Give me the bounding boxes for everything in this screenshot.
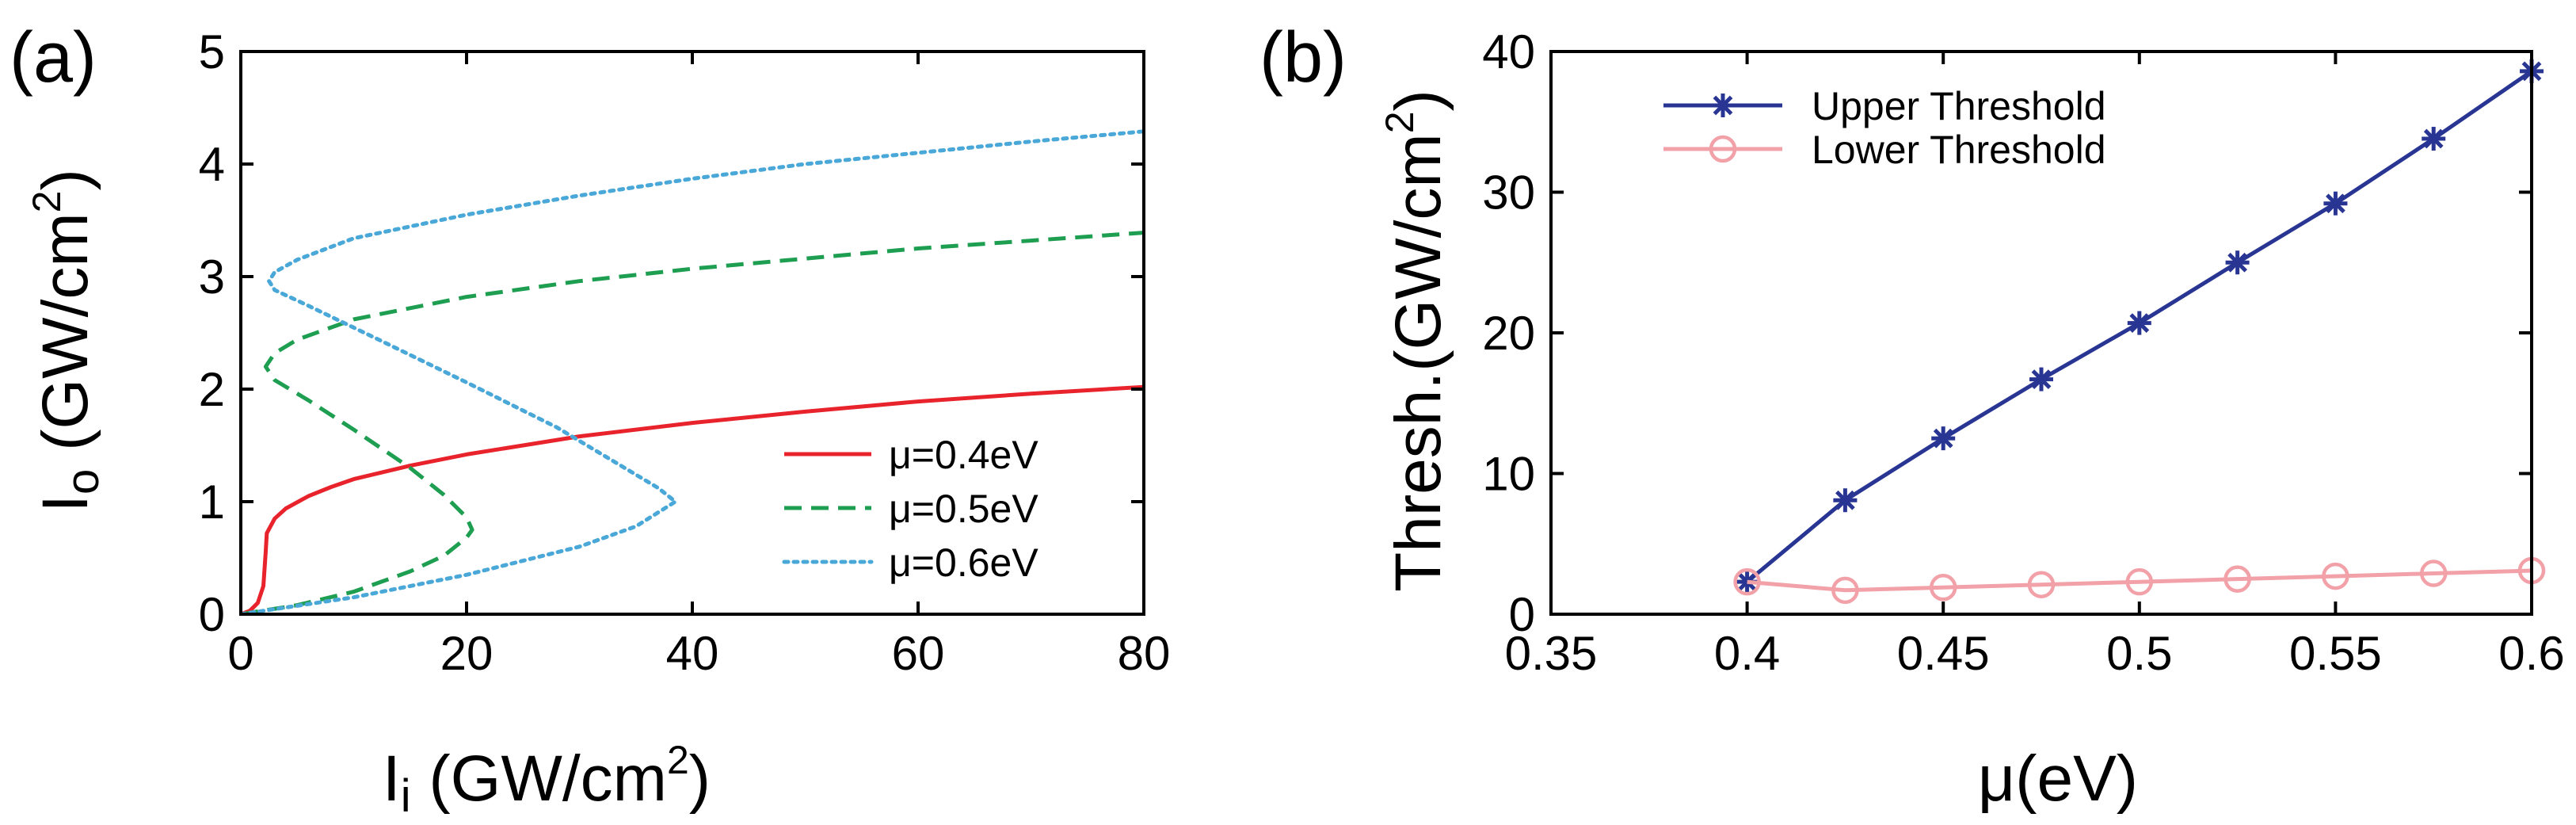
panel-b-point-1-4 xyxy=(2125,567,2154,596)
panel-b-point-1-3 xyxy=(2027,571,2056,598)
panel-b-point-0-4 xyxy=(2127,311,2151,335)
panel-a-series-line-2 xyxy=(241,129,1144,614)
panel-b-legend-marker-0 xyxy=(1711,94,1735,117)
panel-b-legend-label-0: Upper Threshold xyxy=(1812,84,2106,128)
panel-a-y-tick-label: 3 xyxy=(199,250,225,304)
panel-b-y-tick-label: 40 xyxy=(1482,25,1535,78)
panel-b-point-1-6 xyxy=(2322,562,2349,590)
panel-b-x-tick-label: 0.35 xyxy=(1505,627,1598,680)
panel-a-x-axis-label-main: I xyxy=(383,743,401,815)
panel-a-x-axis-label-sub: i xyxy=(401,770,411,822)
panel-b-point-1-0 xyxy=(1733,567,1761,596)
panel-a-y-tick-label: 1 xyxy=(199,476,225,529)
panel-b-y-tick-label: 0 xyxy=(1509,588,1535,641)
panel-b-point-0-3 xyxy=(2029,367,2053,391)
panel-b-label: (b) xyxy=(1259,18,1347,97)
panel-a-legend-label-1: μ=0.5eV xyxy=(889,487,1038,531)
panel-a-y-tick-label: 0 xyxy=(199,588,225,641)
panel-b-x-tick-label: 0.45 xyxy=(1897,627,1990,680)
panel-b-point-0-7 xyxy=(2422,127,2446,151)
panel-a-series-line-1 xyxy=(241,231,1144,614)
panel-b-y-tick-label: 20 xyxy=(1482,307,1535,360)
panel-b-point-0-1 xyxy=(1833,488,1858,513)
panel-b-y-axis-label-text: Thresh.(GW/cm xyxy=(1382,133,1454,592)
panel-b-x-tick-label: 0.6 xyxy=(2498,627,2564,680)
panel-a-y-tick-label: 4 xyxy=(199,138,225,191)
panel-b-point-1-2 xyxy=(1929,574,1957,602)
panel-a-x-tick-label: 80 xyxy=(1118,627,1171,680)
panel-a-x-axis-label: Ii (GW/cm2) xyxy=(383,738,711,822)
panel-a-y-tick-label: 5 xyxy=(199,25,225,78)
panel-b-y-tick-label: 30 xyxy=(1482,166,1535,220)
panel-a-legend-label-2: μ=0.6eV xyxy=(889,540,1038,585)
panel-b-x-tick-label: 0.55 xyxy=(2289,627,2382,680)
panel-a-y-axis-label-text: (GW/cm xyxy=(29,212,101,468)
panel-b-y-ticks: 0 10 20 30 40 xyxy=(1482,25,2532,641)
panel-a-y-axis-label-sub: o xyxy=(57,469,109,495)
panel-b-point-1-7 xyxy=(2419,560,2448,587)
panel-a-x-tick-label: 40 xyxy=(666,627,719,680)
panel-a-x-tick-label: 0 xyxy=(227,627,253,680)
panel-b-legend-label-1: Lower Threshold xyxy=(1812,128,2106,172)
panel-b-x-tick-label: 0.5 xyxy=(2106,627,2172,680)
panel-b-x-tick-label: 0.4 xyxy=(1714,627,1780,680)
panel-b: (b) 0.35 0.4 0.45 0.5 0.55 0.6 0 10 20 30 40 μ(eV… xyxy=(1259,18,2565,815)
panel-a-label: (a) xyxy=(10,18,97,97)
panel-b-point-1-1 xyxy=(1831,576,1859,605)
panel-a-x-tick-label: 20 xyxy=(440,627,493,680)
panel-a-x-ticks: 0 20 40 60 80 xyxy=(227,52,1170,680)
panel-b-y-tick-label: 10 xyxy=(1482,448,1535,501)
panel-b-y-axis-label: Thresh.(GW/cm2) xyxy=(1378,90,1454,592)
panel-b-point-0-6 xyxy=(2323,191,2348,216)
panel-a-x-axis-label-sup: 2 xyxy=(667,738,689,782)
panel-a-y-axis-label-main: I xyxy=(29,495,101,513)
panel-a-x-tick-label: 60 xyxy=(892,627,945,680)
panel-b-x-ticks: 0.35 0.4 0.45 0.5 0.55 0.6 xyxy=(1505,52,2565,680)
panel-a-y-tick-label: 2 xyxy=(199,363,225,416)
panel-b-point-1-5 xyxy=(2224,565,2251,593)
panel-b-point-0-5 xyxy=(2225,250,2250,275)
panel-a-legend-label-0: μ=0.4eV xyxy=(889,433,1038,477)
panel-b-series-line-1 xyxy=(1747,568,2532,593)
panel-b-x-axis-label: μ(eV) xyxy=(1978,743,2138,815)
panel-a-x-axis-label-text: (GW/cm xyxy=(411,743,667,815)
panel-a-y-axis-label-sup: 2 xyxy=(25,191,69,213)
panel-b-y-axis-label-sup: 2 xyxy=(1378,111,1422,133)
panel-a-series-line-0 xyxy=(241,384,1144,614)
panel-a-legend: μ=0.4eV μ=0.5eV μ=0.6eV xyxy=(782,433,1038,585)
panel-b-point-0-2 xyxy=(1931,426,1956,451)
panel-a-y-ticks: 0 1 2 3 4 5 xyxy=(199,25,1144,641)
panel-a-y-axis-label-close: ) xyxy=(29,169,101,190)
panel-b-legend-marker-1 xyxy=(1709,135,1737,163)
panel-a-x-axis-label-close: ) xyxy=(689,743,711,815)
panel-b-y-axis-label-close: ) xyxy=(1382,90,1454,111)
panel-a-y-axis-label: Io (GW/cm2) xyxy=(25,169,109,513)
